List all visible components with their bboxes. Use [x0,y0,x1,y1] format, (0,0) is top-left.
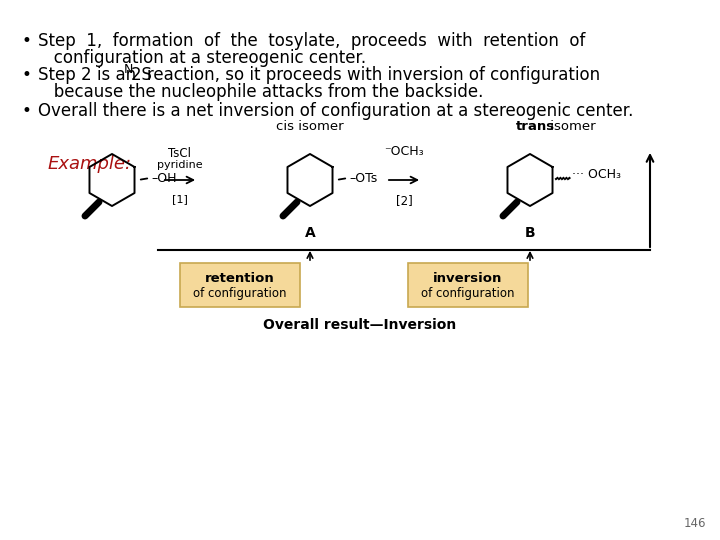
Text: TsCl: TsCl [168,147,192,160]
Text: inversion: inversion [433,272,503,285]
Text: pyridine: pyridine [157,160,203,170]
Text: 2 reaction, so it proceeds with inversion of configuration: 2 reaction, so it proceeds with inversio… [131,66,600,84]
Text: ⁻OCH₃: ⁻OCH₃ [384,145,424,158]
FancyBboxPatch shape [408,263,528,307]
Polygon shape [508,154,552,206]
Text: of configuration: of configuration [421,287,515,300]
Text: Example:: Example: [48,155,132,173]
Text: trans: trans [516,120,555,133]
Text: ··· OCH₃: ··· OCH₃ [572,168,621,181]
Text: –OTs: –OTs [349,172,377,185]
Text: isomer: isomer [546,120,595,133]
Text: [1]: [1] [172,194,188,204]
Text: cis isomer: cis isomer [276,120,344,133]
Text: –OH: –OH [151,172,176,185]
Polygon shape [287,154,333,206]
Text: A: A [305,226,315,240]
Text: B: B [525,226,535,240]
Text: Overall result—Inversion: Overall result—Inversion [264,318,456,332]
Text: •: • [22,32,32,50]
Text: [2]: [2] [395,194,413,207]
Text: configuration at a stereogenic center.: configuration at a stereogenic center. [38,49,366,67]
Text: because the nucleophile attacks from the backside.: because the nucleophile attacks from the… [38,83,483,101]
Polygon shape [89,154,135,206]
Text: Step 2 is an S: Step 2 is an S [38,66,152,84]
Text: •: • [22,102,32,120]
Text: •: • [22,66,32,84]
Text: N: N [124,63,133,76]
Text: Step  1,  formation  of  the  tosylate,  proceeds  with  retention  of: Step 1, formation of the tosylate, proce… [38,32,585,50]
Text: Overall there is a net inversion of configuration at a stereogenic center.: Overall there is a net inversion of conf… [38,102,634,120]
Text: of configuration: of configuration [193,287,287,300]
FancyBboxPatch shape [180,263,300,307]
Text: 146: 146 [683,517,706,530]
Text: retention: retention [205,272,275,285]
